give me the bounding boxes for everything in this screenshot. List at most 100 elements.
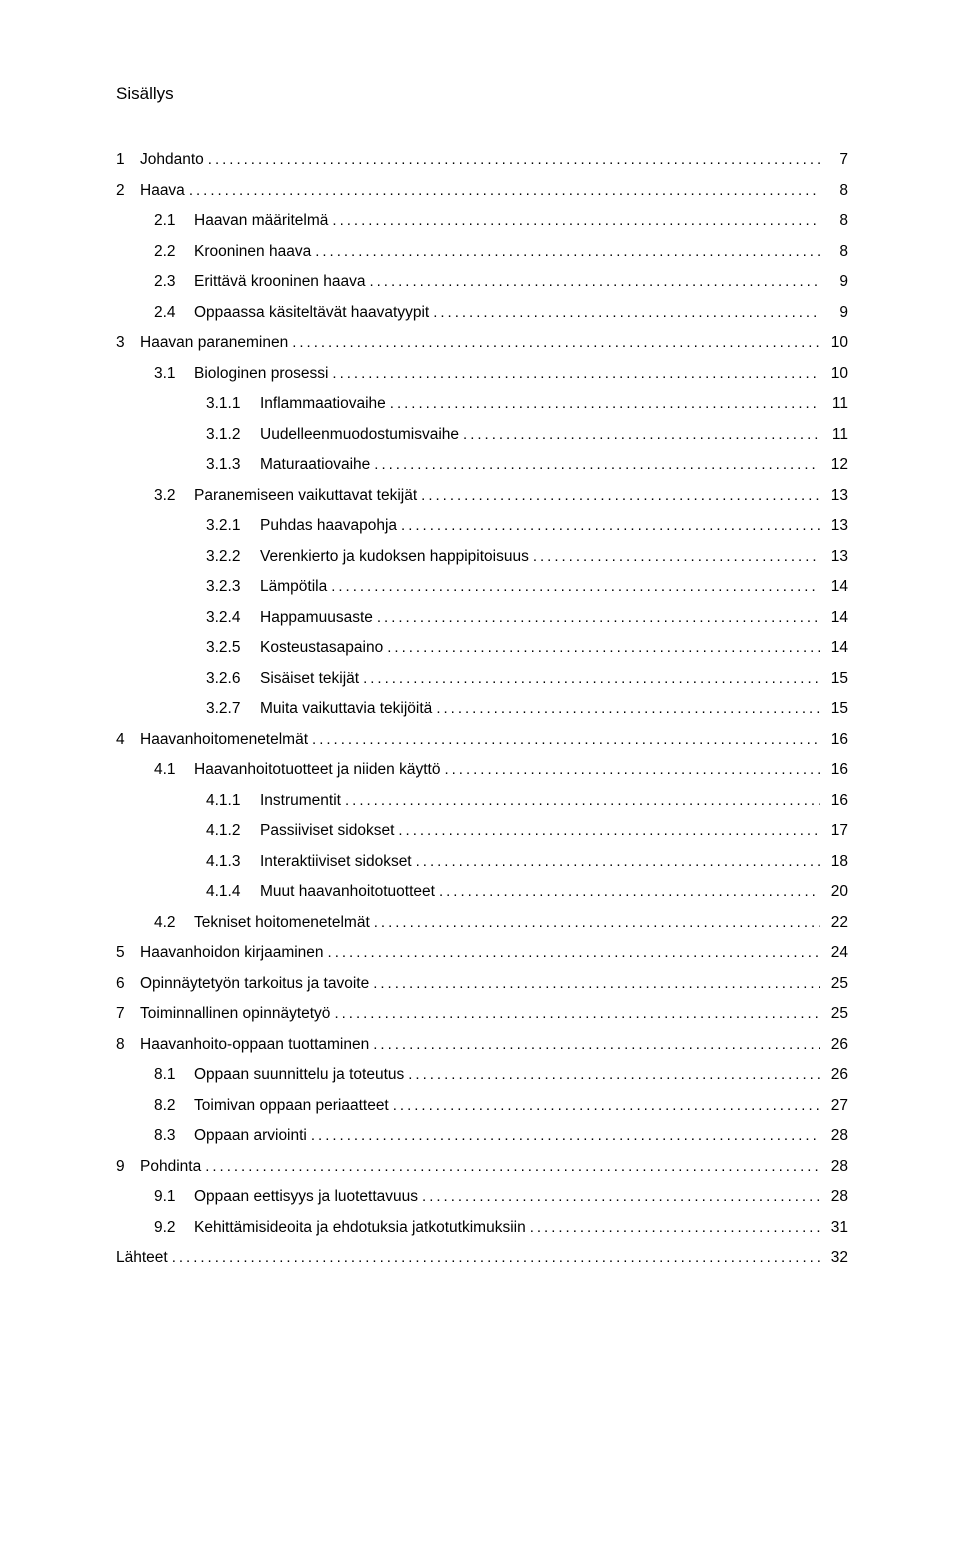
toc-leader-dots: [444, 762, 820, 777]
toc-leader-dots: [401, 518, 820, 533]
toc-entry-label: Lähteet: [116, 1250, 172, 1266]
toc-entry-page: 16: [820, 762, 848, 778]
toc-leader-dots: [205, 1159, 820, 1174]
toc-entry: 3.2.2Verenkierto ja kudoksen happipitois…: [206, 549, 848, 565]
toc-entry: 3.2.6Sisäiset tekijät15: [206, 671, 848, 687]
toc-entry: 3.1.2Uudelleenmuodostumisvaihe 11: [206, 427, 848, 443]
toc-entry-page: 26: [820, 1067, 848, 1083]
toc-entry-label: Passiiviset sidokset: [260, 823, 398, 839]
toc-entry: 3.2.1Puhdas haavapohja13: [206, 518, 848, 534]
toc-entry-label: Kehittämisideoita ja ehdotuksia jatkotut…: [194, 1220, 530, 1236]
toc-leader-dots: [377, 610, 820, 625]
toc-entry-number: 3.2.1: [206, 518, 260, 534]
toc-leader-dots: [311, 1128, 820, 1143]
toc-entry-number: 3.2.4: [206, 610, 260, 626]
toc-entry-label: Haavan määritelmä: [194, 213, 332, 229]
toc-entry-page: 8: [820, 213, 848, 229]
toc-entry: 3.1.3Maturaatiovaihe12: [206, 457, 848, 473]
toc-entry-number: 3.2: [154, 488, 194, 504]
toc-entry-page: 22: [820, 915, 848, 931]
toc-entry-number: 3.1: [154, 366, 194, 382]
toc-entry-number: 2.3: [154, 274, 194, 290]
toc-entry: 8Haavanhoito-oppaan tuottaminen26: [116, 1037, 848, 1053]
toc-entry: 3.2.3Lämpötila14: [206, 579, 848, 595]
toc-leader-dots: [433, 305, 820, 320]
toc-entry-page: 11: [820, 427, 848, 443]
toc-entry-label: Lämpötila: [260, 579, 331, 595]
toc-entry-label: Oppaassa käsiteltävät haavatyypit: [194, 305, 433, 321]
toc-entry-label: Johdanto: [140, 152, 208, 168]
toc-entry-label: Muut haavanhoitotuotteet: [260, 884, 439, 900]
toc-leader-dots: [208, 152, 820, 167]
toc-leader-dots: [312, 732, 820, 747]
toc-entry-page: 14: [820, 640, 848, 656]
toc-entry: 3.2Paranemiseen vaikuttavat tekijät13: [154, 488, 848, 504]
toc-entry-label: Tekniset hoitomenetelmät: [194, 915, 374, 931]
toc-entry-page: 31: [820, 1220, 848, 1236]
toc-leader-dots: [331, 579, 820, 594]
toc-entry-number: 3.2.5: [206, 640, 260, 656]
toc-entry: 4.1.2Passiiviset sidokset17: [206, 823, 848, 839]
toc-entry: 3Haavan paraneminen10: [116, 335, 848, 351]
toc-entry-label: Oppaan eettisyys ja luotettavuus: [194, 1189, 422, 1205]
toc-entry-number: 3.1.3: [206, 457, 260, 473]
toc-entry-number: 4.1.4: [206, 884, 260, 900]
toc-leader-dots: [172, 1250, 820, 1265]
toc-entry: 2.4Oppaassa käsiteltävät haavatyypit9: [154, 305, 848, 321]
toc-entry-label: Haavanhoitotuotteet ja niiden käyttö: [194, 762, 444, 778]
toc-entry-page: 16: [820, 793, 848, 809]
toc-entry-number: 4.1.3: [206, 854, 260, 870]
toc-entry-label: Kosteustasapaino: [260, 640, 387, 656]
toc-entry-label: Opinnäytetyön tarkoitus ja tavoite: [140, 976, 373, 992]
toc-entry-number: 3: [116, 335, 140, 351]
toc-entry-label: Instrumentit: [260, 793, 345, 809]
toc-entry-label: Muita vaikuttavia tekijöitä: [260, 701, 436, 717]
toc-entry-label: Toimivan oppaan periaatteet: [194, 1098, 393, 1114]
toc-entry-label: Oppaan suunnittelu ja toteutus: [194, 1067, 408, 1083]
toc-leader-dots: [373, 1037, 820, 1052]
toc-entry: 3.1.1Inflammaatiovaihe11: [206, 396, 848, 412]
toc-entry-label: Haavan paraneminen: [140, 335, 292, 351]
toc-leader-dots: [436, 701, 820, 716]
toc-entry: 8.3Oppaan arviointi28: [154, 1128, 848, 1144]
toc-entry-page: 13: [820, 488, 848, 504]
toc-entry-number: 4.1.1: [206, 793, 260, 809]
toc-entry: 4.1.4Muut haavanhoitotuotteet20: [206, 884, 848, 900]
toc-entry-label: Krooninen haava: [194, 244, 315, 260]
toc-entry-label: Maturaatiovaihe: [260, 457, 374, 473]
toc-entry-page: 13: [820, 518, 848, 534]
toc-entry-label: Interaktiiviset sidokset: [260, 854, 416, 870]
toc-entry-page: 24: [820, 945, 848, 961]
toc-entry: 3.2.7Muita vaikuttavia tekijöitä15: [206, 701, 848, 717]
toc-entry-number: 4: [116, 732, 140, 748]
toc-entry: 2Haava8: [116, 183, 848, 199]
toc-entry: 9.1Oppaan eettisyys ja luotettavuus28: [154, 1189, 848, 1205]
toc-leader-dots: [345, 793, 820, 808]
toc-entry: 4Haavanhoitomenetelmät16: [116, 732, 848, 748]
toc-entry-page: 7: [820, 152, 848, 168]
toc-entry-label: Haava: [140, 183, 189, 199]
toc-entry: 8.1Oppaan suunnittelu ja toteutus 26: [154, 1067, 848, 1083]
toc-entry-number: 2.1: [154, 213, 194, 229]
toc-entry-label: Erittävä krooninen haava: [194, 274, 369, 290]
toc-leader-dots: [315, 244, 820, 259]
toc-entry-number: 5: [116, 945, 140, 961]
toc-entry-label: Sisäiset tekijät: [260, 671, 363, 687]
toc-entry-number: 4.1.2: [206, 823, 260, 839]
toc-leader-dots: [439, 884, 820, 899]
toc-entry-label: Haavanhoitomenetelmät: [140, 732, 312, 748]
toc-entry-page: 25: [820, 1006, 848, 1022]
table-of-contents: 1Johdanto72Haava82.1Haavan määritelmä82.…: [116, 152, 848, 1266]
toc-leader-dots: [332, 213, 820, 228]
toc-entry-number: 3.1.2: [206, 427, 260, 443]
toc-leader-dots: [189, 183, 820, 198]
toc-entry: 2.3Erittävä krooninen haava 9: [154, 274, 848, 290]
toc-entry-label: Verenkierto ja kudoksen happipitoisuus: [260, 549, 533, 565]
toc-leader-dots: [390, 396, 820, 411]
toc-entry-number: 8.1: [154, 1067, 194, 1083]
toc-leader-dots: [421, 488, 820, 503]
toc-entry-number: 2: [116, 183, 140, 199]
toc-entry-label: Uudelleenmuodostumisvaihe: [260, 427, 463, 443]
toc-entry-label: Oppaan arviointi: [194, 1128, 311, 1144]
toc-entry-page: 9: [820, 274, 848, 290]
